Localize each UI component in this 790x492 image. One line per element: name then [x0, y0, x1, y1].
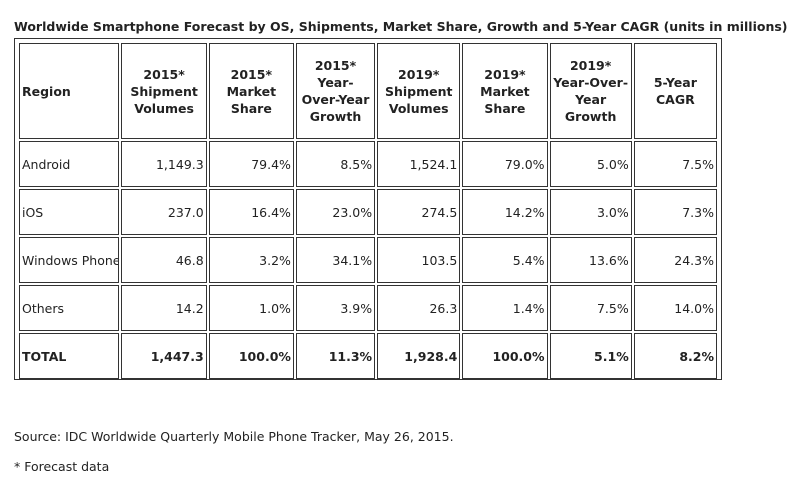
cell-region: Android: [19, 141, 120, 187]
cell-2015-shipment-volumes: 1,149.3: [121, 141, 207, 187]
cell-2019-yoy-growth: 5.1%: [549, 333, 632, 379]
cell-2015-market-share: 16.4%: [208, 189, 294, 235]
forecast-footnote: * Forecast data: [14, 459, 110, 474]
cell-2019-shipment-volumes: 274.5: [377, 189, 461, 235]
cell-2015-shipment-volumes: 237.0: [121, 189, 207, 235]
cell-2015-shipment-volumes: 1,447.3: [121, 333, 207, 379]
cell-region: Others: [19, 285, 120, 331]
cell-5-year-cagr: 14.0%: [633, 285, 717, 331]
cell-2015-yoy-growth: 34.1%: [295, 237, 376, 283]
cell-2015-market-share: 1.0%: [208, 285, 294, 331]
column-header-5-year-cagr: 5-Year CAGR: [633, 43, 717, 139]
column-header-2019-yoy-growth: 2019* Year-Over-Year Growth: [549, 43, 632, 139]
column-header-2015-yoy-growth: 2015* Year-Over-Year Growth: [295, 43, 376, 139]
forecast-table: Region 2015* Shipment Volumes 2015* Mark…: [17, 41, 719, 381]
cell-2019-market-share: 79.0%: [462, 141, 548, 187]
cell-2019-yoy-growth: 5.0%: [549, 141, 632, 187]
cell-2019-market-share: 5.4%: [462, 237, 548, 283]
cell-region: iOS: [19, 189, 120, 235]
cell-2019-shipment-volumes: 26.3: [377, 285, 461, 331]
column-header-2019-market-share: 2019* Market Share: [462, 43, 548, 139]
cell-5-year-cagr: 8.2%: [633, 333, 717, 379]
cell-2019-market-share: 1.4%: [462, 285, 548, 331]
cell-2019-yoy-growth: 13.6%: [549, 237, 632, 283]
cell-2015-yoy-growth: 3.9%: [295, 285, 376, 331]
cell-region: Windows Phone: [19, 237, 120, 283]
table-row-total: TOTAL 1,447.3 100.0% 11.3% 1,928.4 100.0…: [19, 333, 717, 379]
cell-5-year-cagr: 24.3%: [633, 237, 717, 283]
table-row-windows-phone: Windows Phone 46.8 3.2% 34.1% 103.5 5.4%…: [19, 237, 717, 283]
cell-5-year-cagr: 7.3%: [633, 189, 717, 235]
cell-2019-shipment-volumes: 103.5: [377, 237, 461, 283]
column-header-2015-market-share: 2015* Market Share: [208, 43, 294, 139]
cell-2015-yoy-growth: 11.3%: [295, 333, 376, 379]
table-title: Worldwide Smartphone Forecast by OS, Shi…: [14, 19, 788, 34]
header-row: Region 2015* Shipment Volumes 2015* Mark…: [19, 43, 717, 139]
cell-2019-market-share: 100.0%: [462, 333, 548, 379]
cell-2019-yoy-growth: 7.5%: [549, 285, 632, 331]
source-note: Source: IDC Worldwide Quarterly Mobile P…: [14, 429, 454, 444]
column-header-region: Region: [19, 43, 120, 139]
cell-2019-market-share: 14.2%: [462, 189, 548, 235]
cell-2019-shipment-volumes: 1,524.1: [377, 141, 461, 187]
forecast-table-frame: Region 2015* Shipment Volumes 2015* Mark…: [14, 38, 722, 380]
cell-2015-shipment-volumes: 46.8: [121, 237, 207, 283]
table-row-android: Android 1,149.3 79.4% 8.5% 1,524.1 79.0%…: [19, 141, 717, 187]
cell-2019-shipment-volumes: 1,928.4: [377, 333, 461, 379]
cell-2019-yoy-growth: 3.0%: [549, 189, 632, 235]
cell-2015-shipment-volumes: 14.2: [121, 285, 207, 331]
cell-5-year-cagr: 7.5%: [633, 141, 717, 187]
column-header-2015-shipment-volumes: 2015* Shipment Volumes: [121, 43, 207, 139]
cell-region: TOTAL: [19, 333, 120, 379]
cell-2015-market-share: 79.4%: [208, 141, 294, 187]
column-header-2019-shipment-volumes: 2019* Shipment Volumes: [377, 43, 461, 139]
cell-2015-market-share: 3.2%: [208, 237, 294, 283]
cell-2015-yoy-growth: 23.0%: [295, 189, 376, 235]
cell-2015-yoy-growth: 8.5%: [295, 141, 376, 187]
table-row-others: Others 14.2 1.0% 3.9% 26.3 1.4% 7.5% 14.…: [19, 285, 717, 331]
table-row-ios: iOS 237.0 16.4% 23.0% 274.5 14.2% 3.0% 7…: [19, 189, 717, 235]
cell-2015-market-share: 100.0%: [208, 333, 294, 379]
